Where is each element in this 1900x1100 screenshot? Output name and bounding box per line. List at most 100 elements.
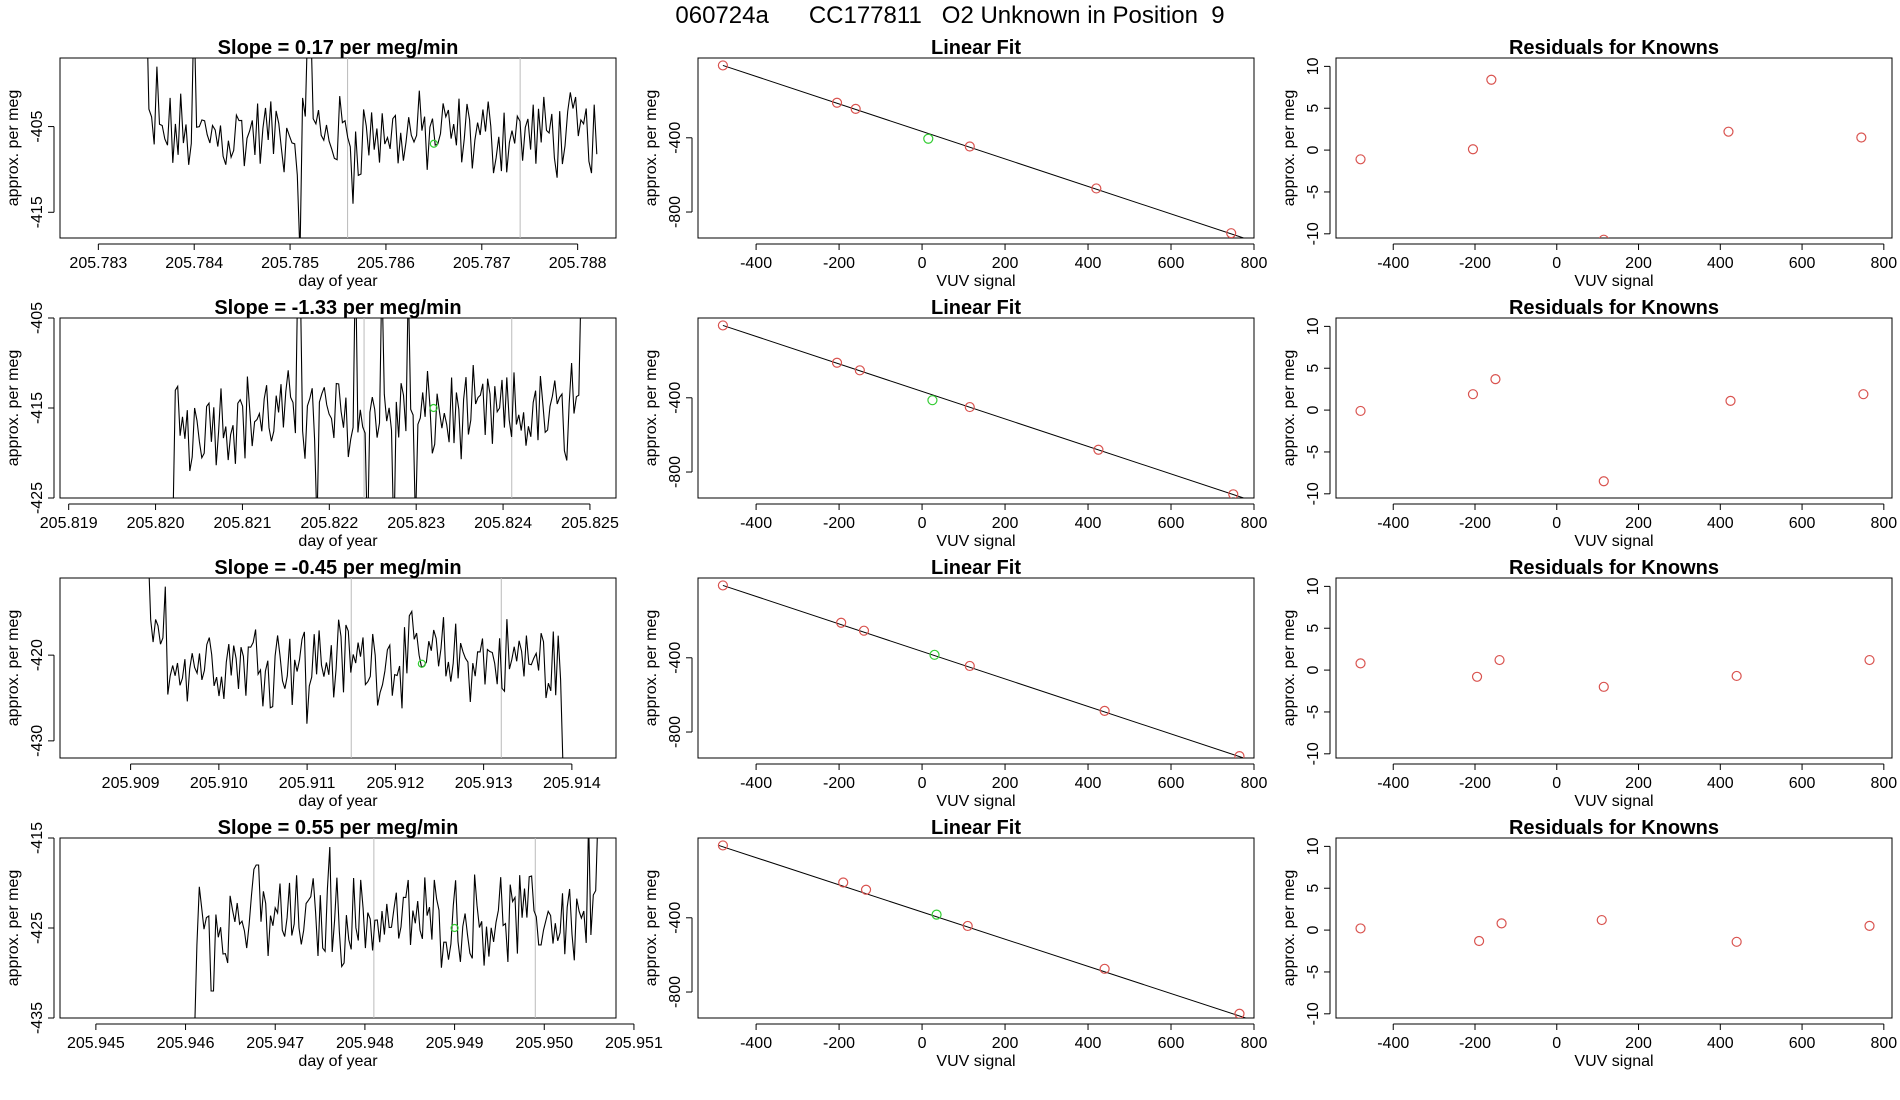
unknown-point — [417, 659, 426, 668]
x-axis-label: VUV signal — [1574, 533, 1653, 550]
x-axis-label: VUV signal — [1574, 1053, 1653, 1070]
unknown-point — [927, 395, 938, 406]
known-point — [964, 141, 975, 152]
y-axis-label: approx. per meg — [1281, 610, 1298, 727]
known-point — [854, 365, 865, 376]
x-tick-label: 205.946 — [157, 1035, 215, 1052]
plot-title: Residuals for Knowns — [1509, 37, 1719, 59]
unknown-point — [450, 923, 459, 933]
plot-area — [194, 838, 598, 1018]
x-axis-label: day of year — [298, 1053, 378, 1070]
plot-area — [717, 840, 1246, 1018]
known-point — [1731, 670, 1742, 682]
x-tick-label: 800 — [1241, 255, 1268, 272]
x-tick-label: 600 — [1158, 515, 1185, 532]
known-point — [860, 884, 872, 895]
known-point — [717, 60, 728, 71]
x-tick-label: 200 — [1625, 775, 1652, 792]
panel-row-2-residuals: Residuals for Knowns -400 -200 0 200 400 600 80… — [1281, 297, 1897, 550]
plot-frame — [697, 837, 1255, 1019]
y-tick-label: 10 — [1305, 837, 1322, 855]
known-point — [1596, 914, 1607, 926]
x-tick-label: 200 — [992, 1035, 1019, 1052]
x-tick-label: 600 — [1789, 255, 1816, 272]
plot-area — [717, 320, 1244, 498]
x-axis-label: VUV signal — [936, 273, 1015, 290]
y-tick-label: -5 — [1305, 445, 1322, 459]
x-tick-label: 205.786 — [357, 255, 415, 272]
y-tick-label: 0 — [1305, 666, 1322, 675]
y-tick-label: -435 — [29, 1002, 46, 1034]
x-tick-label: -200 — [1459, 1035, 1491, 1052]
known-point — [1486, 74, 1497, 85]
y-axis-label: approx. per meg — [5, 90, 22, 207]
y-tick-label: -800 — [667, 456, 684, 488]
y-tick-label: -10 — [1305, 742, 1322, 765]
signal-trace — [147, 58, 598, 238]
x-tick-label: 400 — [1707, 1035, 1734, 1052]
x-tick-label: 205.825 — [561, 515, 619, 532]
y-tick-label: -420 — [29, 639, 46, 671]
x-tick-label: -400 — [1377, 775, 1409, 792]
plot-title: Linear Fit — [931, 817, 1021, 839]
y-tick-label: -5 — [1305, 705, 1322, 719]
x-tick-label: -400 — [1377, 515, 1409, 532]
x-tick-label: 205.785 — [261, 255, 319, 272]
known-point — [964, 401, 975, 413]
y-axis-label: approx. per meg — [643, 90, 660, 207]
x-axis-label: day of year — [298, 533, 378, 550]
known-point — [1467, 144, 1479, 155]
y-tick-label: -800 — [667, 196, 684, 228]
x-axis-label: VUV signal — [936, 533, 1015, 550]
x-tick-label: -400 — [1377, 1035, 1409, 1052]
x-tick-label: -400 — [1377, 255, 1409, 272]
y-tick-label: -415 — [29, 392, 46, 424]
known-point — [1093, 444, 1104, 455]
x-tick-label: 205.912 — [366, 775, 424, 792]
plot-title: Residuals for Knowns — [1509, 817, 1719, 839]
x-tick-label: 0 — [1552, 515, 1561, 532]
x-tick-label: 0 — [918, 255, 927, 272]
y-tick-label: 5 — [1305, 884, 1322, 893]
x-tick-label: 800 — [1870, 255, 1897, 272]
plot-frame — [1335, 577, 1893, 759]
plot-title: Linear Fit — [931, 557, 1021, 579]
x-tick-label: 0 — [1552, 255, 1561, 272]
panel-row-3-timeseries: Slope = -0.45 per meg/min 205.909 205.910 2… — [5, 557, 617, 810]
y-tick-label: -415 — [29, 822, 46, 854]
x-tick-label: 205.787 — [453, 255, 511, 272]
known-point — [1226, 228, 1237, 238]
x-tick-label: -400 — [740, 255, 772, 272]
x-tick-label: 800 — [1870, 1035, 1897, 1052]
plot-area — [1355, 374, 1869, 487]
x-tick-label: 205.949 — [426, 1035, 484, 1052]
known-point — [1864, 654, 1875, 666]
known-point — [1234, 1008, 1245, 1018]
x-axis-label: VUV signal — [1574, 273, 1653, 290]
unknown-point — [429, 139, 438, 148]
x-tick-label: 205.821 — [214, 515, 272, 532]
plot-title: Linear Fit — [931, 37, 1021, 59]
y-axis-label: approx. per meg — [5, 870, 22, 987]
x-tick-label: 600 — [1789, 775, 1816, 792]
x-tick-label: -200 — [823, 255, 855, 272]
x-tick-label: 205.945 — [67, 1035, 125, 1052]
unknown-point — [931, 909, 942, 920]
unknown-point — [429, 403, 438, 413]
known-point — [1490, 374, 1501, 385]
panel-row-4-fit: Linear Fit -400 -200 0 200 400 600 800 VUV signa… — [643, 817, 1267, 1070]
x-tick-label: 200 — [1625, 255, 1652, 272]
known-point — [1731, 936, 1742, 947]
x-tick-label: -400 — [740, 775, 772, 792]
x-tick-label: 600 — [1158, 1035, 1185, 1052]
y-tick-label: -5 — [1305, 185, 1322, 199]
x-tick-label: -400 — [740, 515, 772, 532]
plot-title: Slope = -1.33 per meg/min — [214, 297, 461, 319]
plot-frame — [59, 317, 617, 499]
plot-area — [1355, 74, 1867, 238]
plot-frame — [1335, 837, 1893, 1019]
x-tick-label: 205.914 — [543, 775, 601, 792]
plot-frame — [697, 57, 1255, 239]
known-point — [1099, 963, 1110, 974]
known-point — [1864, 920, 1875, 932]
